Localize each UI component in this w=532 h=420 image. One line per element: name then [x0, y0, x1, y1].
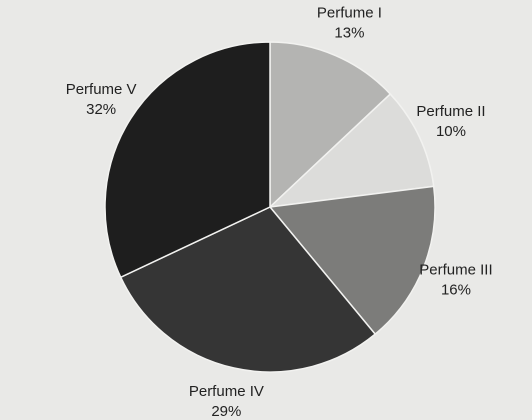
slice-label: Perfume V	[66, 81, 137, 98]
slice-label: Perfume II	[416, 103, 485, 120]
slice-value-label: 29%	[211, 403, 241, 420]
slice-label: Perfume III	[419, 262, 492, 279]
slice-value-label: 16%	[441, 282, 471, 299]
pie-slice	[119, 206, 377, 373]
pie-slice	[104, 41, 271, 279]
slice-label: Perfume IV	[189, 383, 264, 400]
pie-slice	[269, 41, 392, 209]
pie-slice	[268, 185, 436, 336]
pie-slice	[267, 92, 435, 209]
slice-value-label: 13%	[334, 24, 364, 41]
slice-value-label: 10%	[436, 123, 466, 140]
slice-value-label: 32%	[86, 101, 116, 118]
slice-label: Perfume I	[317, 4, 382, 21]
